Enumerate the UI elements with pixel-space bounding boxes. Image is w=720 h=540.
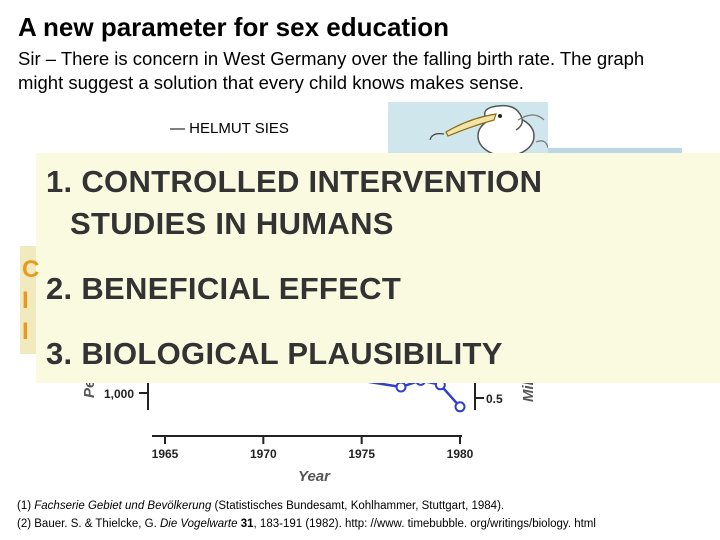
signature: — HELMUT SIES: [170, 120, 289, 137]
criterion-3: 3. BIOLOGICAL PLAUSIBILITY: [46, 336, 503, 372]
criteria-overlay: [36, 153, 720, 383]
illustration-background: [548, 148, 682, 156]
criterion-1-line-1: 1. CONTROLLED INTERVENTION: [46, 164, 543, 199]
reference-1-rest: (Statistisches Bundesamt, Kohlhammer, St…: [214, 500, 505, 512]
partial-hidden-text: I: [22, 287, 29, 314]
criterion-1-continued: STUDIES IN HUMANS: [70, 206, 394, 242]
chart-axes: [139, 380, 484, 437]
reference-1: (1) Fachserie Gebiet und Bevölkerung (St…: [17, 497, 717, 515]
references: (1) Fachserie Gebiet und Bevölkerung (St…: [17, 497, 717, 533]
partial-hidden-strip: [20, 246, 36, 354]
data-point: [395, 381, 407, 393]
criterion-1-line-2: STUDIES IN HUMANS: [70, 206, 394, 241]
y-axis-label-left: Pe: [81, 380, 98, 398]
criterion-1: 1. CONTROLLED INTERVENTION: [46, 164, 542, 200]
letter-line: might suggest a solution that every chil…: [18, 72, 524, 93]
pelican-illustration: [388, 102, 548, 154]
x-tick-label: 1975: [348, 447, 375, 461]
reference-1-num: (1): [17, 500, 32, 512]
reference-2-journal: Die Vogelwarte: [159, 518, 238, 530]
partial-hidden-text: C: [22, 256, 40, 283]
x-axis-label: Year: [298, 468, 331, 485]
data-point: [454, 401, 466, 413]
reference-1-title: Fachserie Gebiet und Bevölkerung: [34, 500, 212, 512]
reference-2-volume: 31: [240, 518, 254, 530]
criterion-2: 2. BENEFICIAL EFFECT: [46, 271, 401, 307]
y-tick-right: 0.5: [486, 392, 503, 406]
x-tick-label: 1970: [250, 447, 277, 461]
criterion-3-text: 3. BIOLOGICAL PLAUSIBILITY: [46, 336, 503, 371]
y-tick-left: 1,000: [104, 387, 134, 401]
partial-hidden-text: I: [22, 318, 29, 345]
reference-2: (2) Bauer. S. & Thielcke, G. Die Vogelwa…: [17, 515, 717, 533]
reference-2-rest: , 183-191 (1982). http: //www. timebubbl…: [253, 518, 596, 530]
reference-2-authors: (2) Bauer. S. & Thielcke, G.: [17, 518, 157, 530]
criterion-2-text: 2. BENEFICIAL EFFECT: [46, 271, 402, 306]
pelican-icon: [429, 104, 548, 154]
letter-line: Sir – There is concern in West Germany o…: [18, 48, 645, 69]
letter-text: Sir – There is concern in West Germany o…: [18, 47, 708, 95]
slide-title: A new parameter for sex education: [18, 12, 450, 42]
x-tick-label: 1980: [447, 447, 474, 461]
x-tick-label: 1965: [152, 447, 179, 461]
